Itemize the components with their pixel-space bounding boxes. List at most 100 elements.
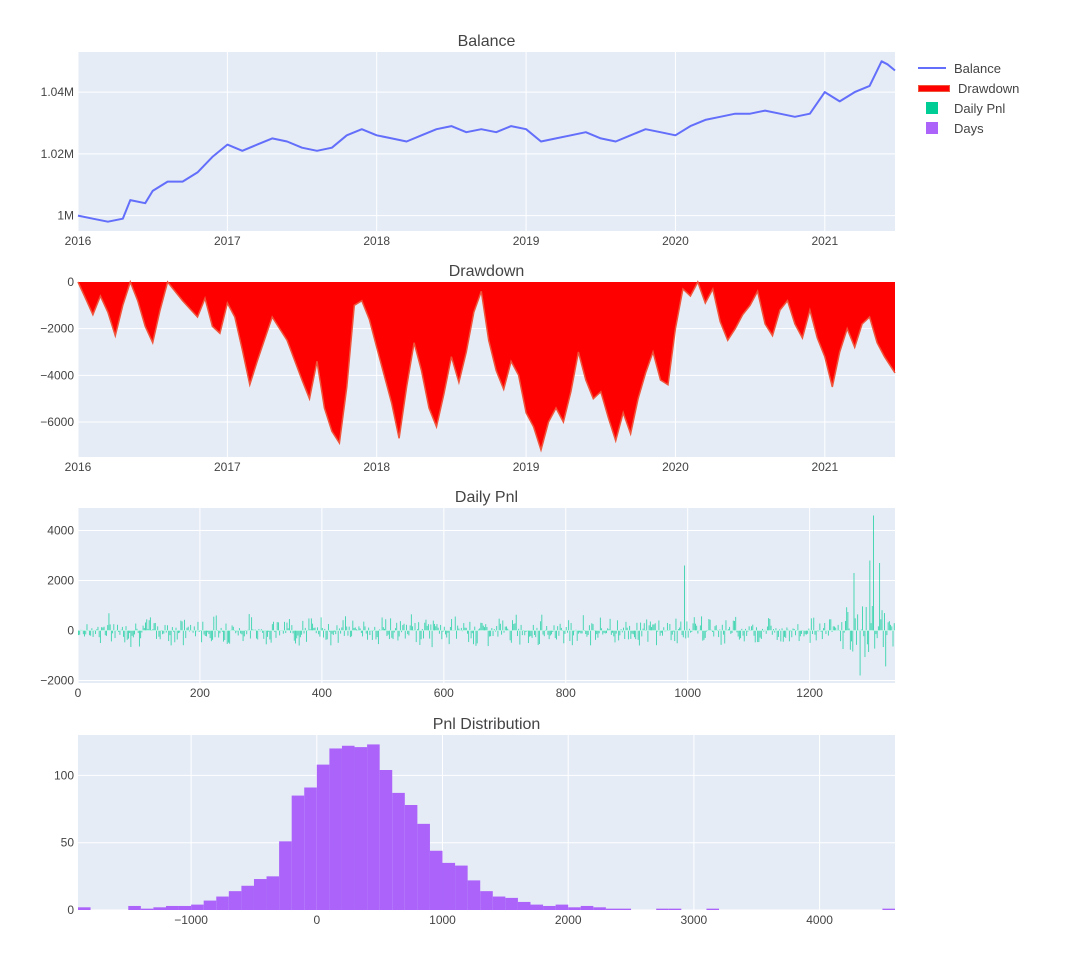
- chart-title: Balance: [458, 33, 516, 50]
- daily-pnl-bar: [591, 623, 593, 631]
- daily-pnl-bar: [196, 630, 198, 632]
- daily-pnl-bar: [201, 630, 203, 643]
- daily-pnl-bar: [267, 630, 268, 637]
- daily-pnl-bar: [892, 630, 894, 647]
- daily-pnl-bar: [109, 624, 111, 631]
- legend-item-balance[interactable]: Balance: [918, 58, 1019, 78]
- daily-pnl-bar: [692, 623, 694, 631]
- x-tick-label: 1000: [429, 913, 456, 927]
- daily-pnl-bar: [438, 630, 440, 634]
- daily-pnl-bar: [358, 626, 360, 631]
- daily-pnl-bar: [236, 630, 238, 632]
- daily-pnl-bar: [536, 627, 538, 631]
- daily-pnl-bar: [281, 630, 283, 631]
- daily-pnl-bar: [86, 624, 88, 631]
- daily-pnl-bar: [574, 630, 576, 632]
- daily-pnl-bar: [709, 619, 711, 631]
- histogram-bar: [706, 908, 720, 910]
- daily-pnl-bar: [352, 620, 354, 631]
- daily-pnl-bar: [729, 626, 731, 631]
- histogram-bar: [618, 908, 632, 910]
- daily-pnl-bar: [632, 630, 634, 635]
- daily-pnl-bar: [502, 620, 504, 631]
- daily-pnl-bar: [335, 630, 337, 635]
- daily-pnl-bar: [835, 627, 837, 631]
- daily-pnl-bar: [138, 630, 140, 647]
- daily-pnl-bar: [673, 630, 674, 632]
- histogram-bar: [455, 865, 468, 910]
- daily-pnl-bar: [558, 630, 560, 636]
- drawdown-line: [77, 279, 896, 453]
- daily-pnl-bar: [757, 630, 759, 643]
- daily-pnl-bar: [171, 627, 173, 631]
- daily-pnl-bar: [359, 628, 361, 631]
- daily-pnl-bar: [708, 619, 710, 631]
- daily-pnl-bar: [431, 630, 433, 648]
- daily-pnl-bar: [562, 630, 564, 631]
- daily-pnl-bar: [396, 622, 398, 631]
- daily-pnl-bar: [698, 630, 700, 631]
- daily-pnl-bar: [287, 628, 289, 631]
- histogram-bar: [341, 745, 355, 910]
- daily-pnl-bar: [264, 630, 266, 631]
- daily-pnl-bar: [795, 630, 796, 636]
- daily-pnl-bar: [773, 629, 774, 631]
- daily-pnl-bar: [401, 630, 403, 633]
- daily-pnl-bar: [273, 621, 275, 631]
- plot-area-2: [78, 508, 895, 683]
- daily-pnl-bar: [87, 630, 89, 631]
- daily-pnl-bar: [169, 630, 171, 636]
- histogram-bar: [505, 897, 518, 910]
- daily-pnl-bar: [476, 630, 478, 644]
- x-tick-label: 2017: [214, 234, 241, 248]
- daily-pnl-bar: [597, 630, 599, 638]
- daily-pnl-bar: [197, 621, 199, 631]
- daily-pnl-bar: [818, 630, 820, 632]
- daily-pnl-bar: [557, 626, 559, 631]
- daily-pnl-bar: [742, 630, 744, 636]
- legend-swatch-drawdown: [918, 84, 950, 92]
- daily-pnl-bar: [471, 630, 473, 634]
- daily-pnl-bar: [627, 630, 629, 640]
- daily-pnl-bar: [106, 630, 107, 636]
- daily-pnl-bar: [477, 629, 479, 631]
- daily-pnl-bar: [452, 630, 454, 631]
- legend-item-daily-pnl[interactable]: Daily Pnl: [918, 98, 1019, 118]
- daily-pnl-bar: [257, 630, 259, 640]
- daily-pnl-bar: [217, 630, 218, 631]
- daily-pnl-bar: [203, 630, 205, 635]
- daily-pnl-bar: [406, 624, 407, 631]
- daily-pnl-bar: [803, 630, 805, 637]
- y-tick-label: 1M: [57, 209, 74, 223]
- daily-pnl-bar: [831, 630, 833, 632]
- daily-pnl-bar: [551, 630, 553, 635]
- daily-pnl-bar: [85, 630, 87, 635]
- histogram-bar: [593, 907, 606, 910]
- daily-pnl-bar: [97, 626, 99, 631]
- daily-pnl-bar: [369, 630, 371, 636]
- daily-pnl-bar: [136, 628, 138, 631]
- daily-pnl-bar: [723, 630, 724, 635]
- legend-item-drawdown[interactable]: Drawdown: [918, 78, 1019, 98]
- daily-pnl-bar: [91, 628, 93, 631]
- daily-pnl-bar: [799, 630, 801, 637]
- daily-pnl-bar: [848, 628, 850, 631]
- daily-pnl-bar: [666, 622, 668, 631]
- histogram-bar: [291, 795, 305, 910]
- daily-pnl-bar: [451, 619, 453, 631]
- daily-pnl-bar: [737, 630, 739, 637]
- daily-pnl-bar: [662, 630, 663, 636]
- histogram-bar: [78, 907, 91, 910]
- daily-pnl-bar: [270, 630, 272, 643]
- daily-pnl-bar: [518, 628, 520, 631]
- daily-pnl-bar: [745, 628, 746, 631]
- daily-pnl-bar: [395, 628, 396, 631]
- daily-pnl-bar: [240, 630, 242, 634]
- daily-pnl-bar: [788, 630, 790, 642]
- legend-item-days[interactable]: Days: [918, 118, 1019, 138]
- daily-pnl-bar: [282, 630, 284, 634]
- daily-pnl-bar: [593, 630, 595, 631]
- daily-pnl-bar: [559, 623, 561, 631]
- daily-pnl-bar: [592, 624, 594, 631]
- daily-pnl-bar: [253, 629, 255, 631]
